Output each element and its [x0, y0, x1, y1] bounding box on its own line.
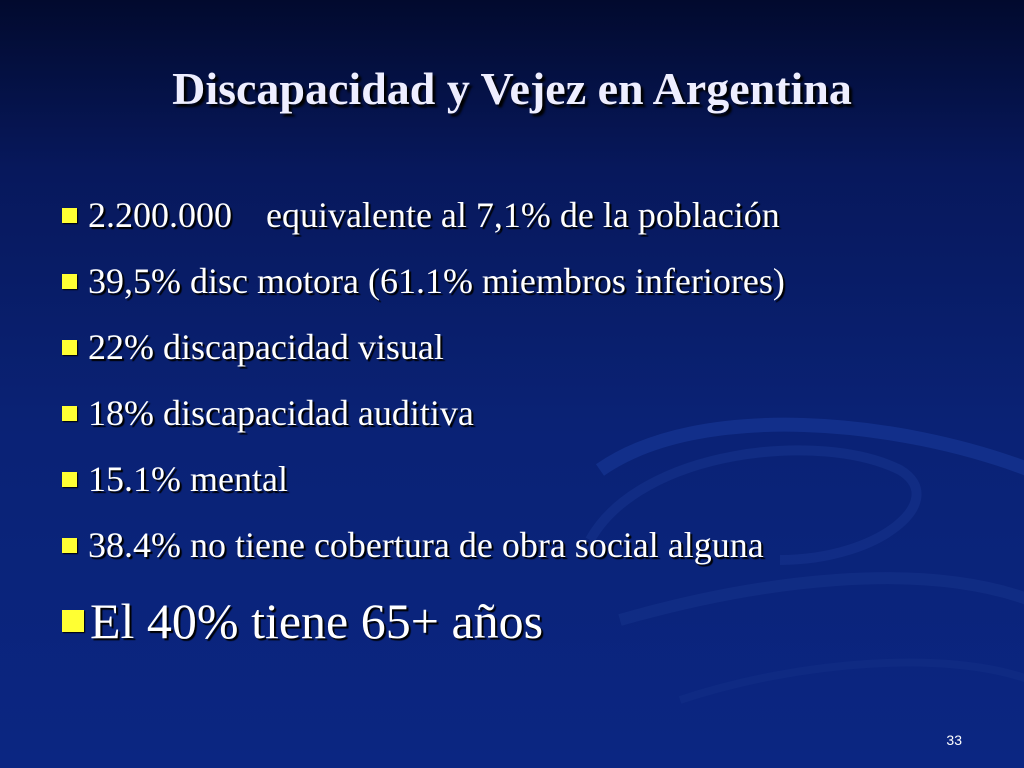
bullet-text: 15.1% mental [88, 459, 288, 499]
square-bullet-icon [62, 610, 84, 632]
bullet-text: 18% discapacidad auditiva [88, 393, 474, 433]
slide-title: Discapacidad y Vejez en Argentina [172, 63, 852, 114]
bullet-item: 18% discapacidad auditiva [62, 380, 785, 446]
bullet-item: 39,5% disc motora (61.1% miembros inferi… [62, 248, 785, 314]
bullet-text: 38.4% no tiene cobertura de obra social … [88, 525, 764, 565]
square-bullet-icon [62, 471, 77, 487]
square-bullet-icon [62, 339, 77, 355]
bullet-item-highlight: El 40% tiene 65+ años [62, 578, 785, 664]
bullet-item: 15.1% mental [62, 446, 785, 512]
bullet-lead-value: 2.200.000 [88, 195, 232, 235]
bullet-rest-text: equivalente al 7,1% de la población [266, 195, 780, 235]
bullet-text: 22% discapacidad visual [88, 327, 444, 367]
bullet-list: 2.200.000 equivalente al 7,1% de la pobla… [62, 182, 785, 664]
square-bullet-icon [62, 405, 77, 421]
square-bullet-icon [62, 537, 77, 553]
bullet-item: 38.4% no tiene cobertura de obra social … [62, 512, 785, 578]
bullet-text: El 40% tiene 65+ años [90, 593, 544, 649]
bullet-item: 22% discapacidad visual [62, 314, 785, 380]
square-bullet-icon [62, 273, 77, 289]
square-bullet-icon [62, 207, 77, 223]
bullet-text: 39,5% disc motora (61.1% miembros inferi… [88, 261, 785, 301]
bullet-text: 2.200.000 equivalente al 7,1% de la pobla… [88, 194, 780, 236]
bullet-item: 2.200.000 equivalente al 7,1% de la pobla… [62, 182, 785, 248]
page-number: 33 [946, 732, 962, 748]
